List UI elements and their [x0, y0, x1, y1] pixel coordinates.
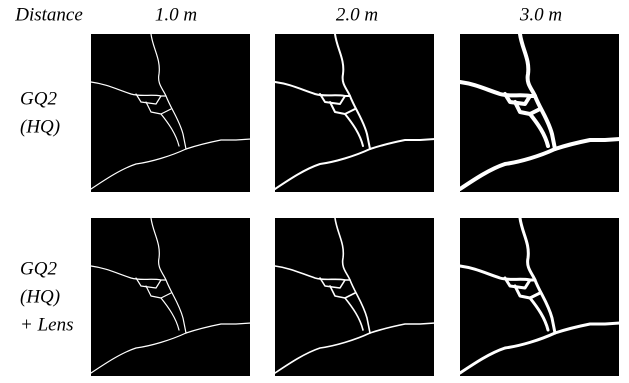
crack-image	[91, 218, 251, 376]
crack-image	[275, 218, 435, 376]
row-label: (HQ)	[20, 116, 60, 137]
figure: Distance 1.0 m 2.0 m 3.0 m GQ2 (HQ) GQ2 …	[0, 0, 629, 383]
column-label: 2.0 m	[336, 4, 378, 25]
crack-image	[460, 218, 620, 376]
column-label: 3.0 m	[519, 4, 562, 25]
row-label: + Lens	[20, 314, 73, 335]
row-label: GQ2	[20, 88, 57, 109]
crack-image	[275, 34, 435, 192]
crack-image	[460, 34, 620, 192]
column-label: 1.0 m	[155, 4, 197, 25]
row-label: (HQ)	[20, 286, 60, 307]
row-label: GQ2	[20, 258, 57, 279]
header-label: Distance	[14, 4, 83, 25]
crack-image	[91, 34, 251, 192]
